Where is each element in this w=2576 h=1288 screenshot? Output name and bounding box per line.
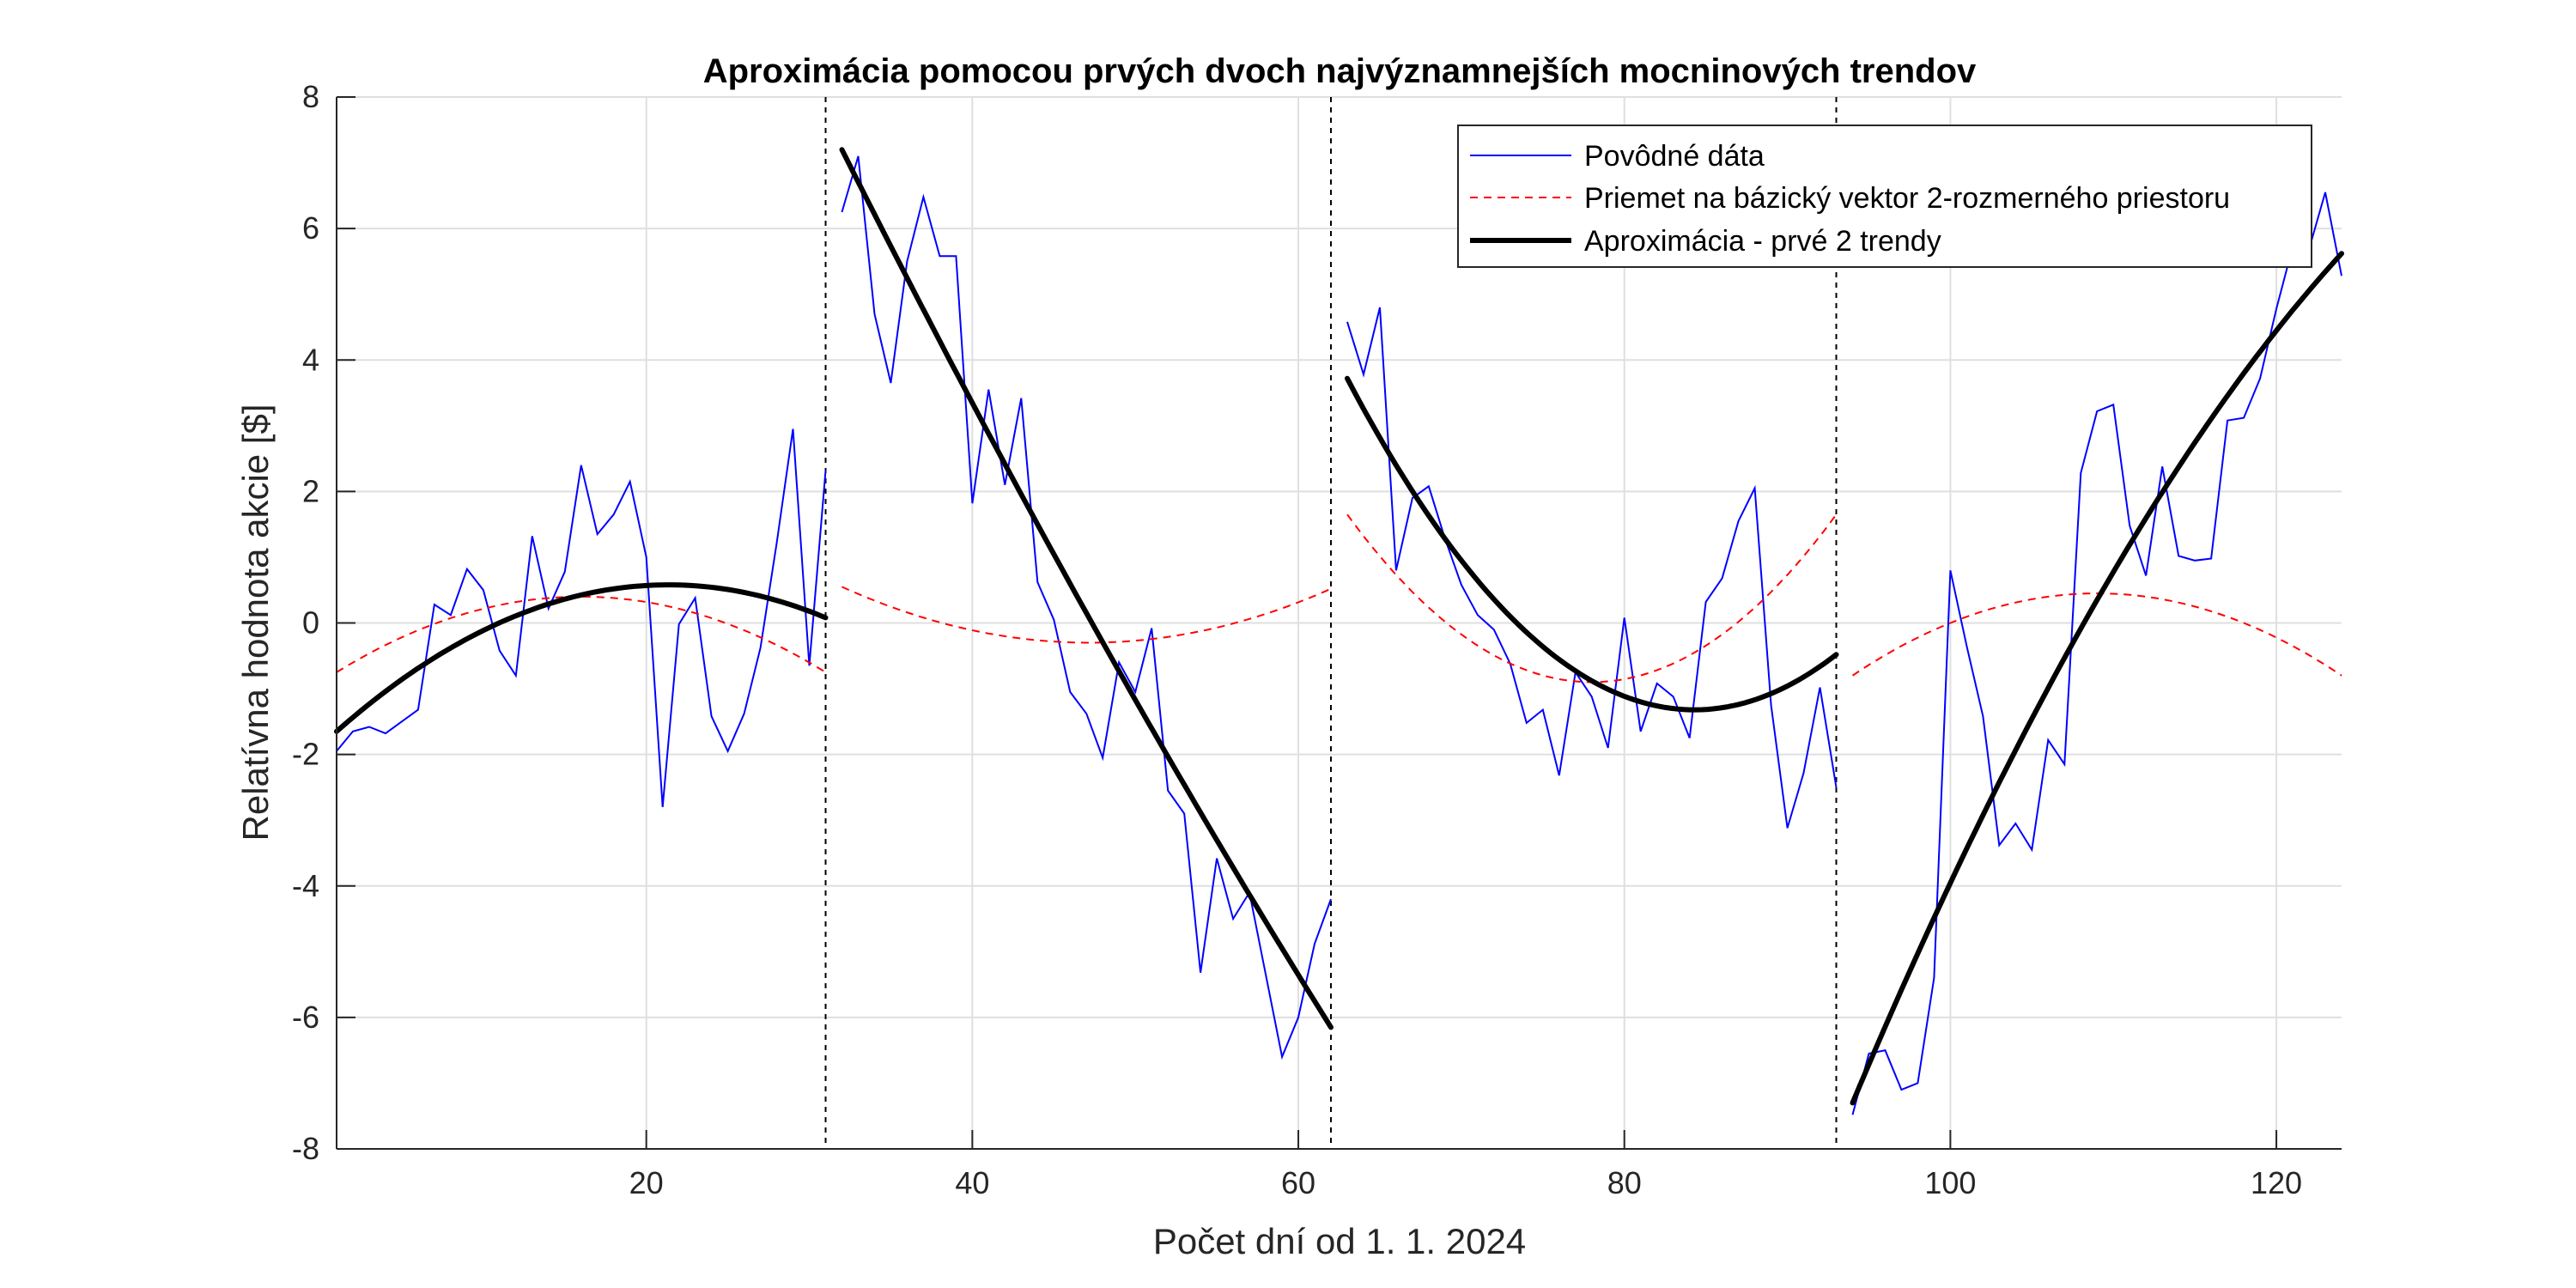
tick-labels: 20 40 60 80 100 120 -8 -6 -4 -2 0 2 4 6 8 (292, 79, 2302, 1200)
y-tick-label: -6 (292, 999, 319, 1035)
x-tick-label: 120 (2251, 1165, 2302, 1200)
y-axis-label: Relatívna hodnota akcie [$] (235, 404, 276, 841)
approximation-line (1345, 375, 1839, 713)
x-tick-label: 40 (955, 1165, 989, 1200)
legend-label-original: Povôdné dáta (1584, 140, 1765, 173)
original-data-line (1346, 307, 1838, 829)
legend: Povôdné dáta Priemet na bázický vektor 2… (1457, 125, 2312, 268)
projection-line (841, 586, 1332, 644)
y-tick-label: -2 (292, 737, 319, 772)
legend-label-approximation: Aproximácia - prvé 2 trendy (1584, 225, 1941, 258)
original-data-line (1851, 191, 2342, 1115)
series-layer (334, 147, 2344, 1115)
approximation-line (334, 582, 829, 734)
y-tick-label: -8 (292, 1131, 319, 1166)
segment-boundaries (824, 97, 1838, 1149)
approximation-line (839, 147, 1334, 1030)
y-tick-label: 2 (302, 473, 319, 508)
y-tick-label: 8 (302, 79, 319, 114)
y-tick-label: 6 (302, 210, 319, 246)
x-tick-label: 80 (1607, 1165, 1642, 1200)
legend-label-projection: Priemet na bázický vektor 2-rozmerného p… (1584, 182, 2230, 215)
original-data-line (336, 428, 827, 807)
legend-box (1457, 125, 2312, 268)
axes (336, 96, 2342, 1150)
y-tick-label: 0 (302, 605, 319, 641)
x-axis-label: Počet dní od 1. 1. 2024 (1153, 1221, 1526, 1261)
chart-title: Aproximácia pomocou prvých dvoch najvýzn… (703, 52, 1977, 90)
y-tick-label: -4 (292, 868, 319, 903)
projection-line (1851, 592, 2342, 677)
approximation-line (1850, 251, 2344, 1106)
projection-line (336, 595, 827, 673)
x-tick-label: 60 (1281, 1165, 1315, 1200)
x-tick-label: 20 (629, 1165, 664, 1200)
x-tick-label: 100 (1924, 1165, 1976, 1200)
y-tick-label: 4 (302, 342, 319, 377)
